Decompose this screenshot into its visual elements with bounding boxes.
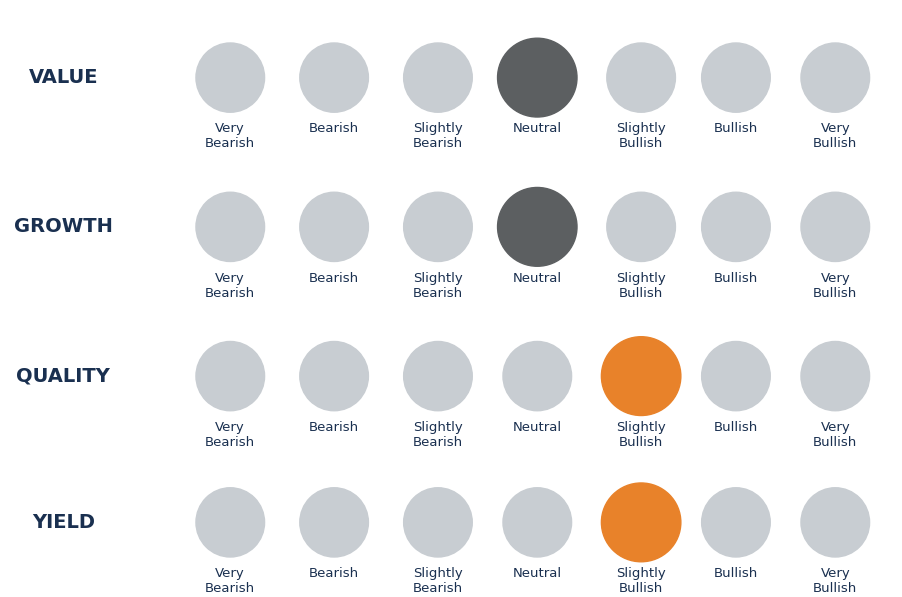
Text: Neutral: Neutral <box>512 122 561 136</box>
Ellipse shape <box>800 43 869 112</box>
Text: Bearish: Bearish <box>308 421 359 434</box>
Text: QUALITY: QUALITY <box>16 367 110 386</box>
Ellipse shape <box>403 488 472 557</box>
Text: YIELD: YIELD <box>32 513 95 532</box>
Ellipse shape <box>606 192 675 261</box>
Text: Bearish: Bearish <box>308 272 359 285</box>
Text: Bullish: Bullish <box>713 421 758 434</box>
Ellipse shape <box>299 488 368 557</box>
Text: Slightly
Bearish: Slightly Bearish <box>412 567 463 595</box>
Ellipse shape <box>196 192 264 261</box>
Text: Very
Bullish: Very Bullish <box>812 567 857 595</box>
Ellipse shape <box>601 337 680 416</box>
Text: Slightly
Bearish: Slightly Bearish <box>412 122 463 150</box>
Ellipse shape <box>403 192 472 261</box>
Ellipse shape <box>601 483 680 562</box>
Text: Bullish: Bullish <box>713 567 758 580</box>
Ellipse shape <box>403 43 472 112</box>
Ellipse shape <box>299 43 368 112</box>
Ellipse shape <box>497 187 576 266</box>
Text: Bullish: Bullish <box>713 122 758 136</box>
Text: Very
Bearish: Very Bearish <box>205 421 255 449</box>
Text: Slightly
Bullish: Slightly Bullish <box>615 421 666 449</box>
Ellipse shape <box>502 488 571 557</box>
Text: Slightly
Bullish: Slightly Bullish <box>615 567 666 595</box>
Text: Bearish: Bearish <box>308 567 359 580</box>
Ellipse shape <box>701 43 769 112</box>
Ellipse shape <box>497 38 576 117</box>
Text: GROWTH: GROWTH <box>14 217 113 236</box>
Ellipse shape <box>196 488 264 557</box>
Ellipse shape <box>701 341 769 411</box>
Text: Neutral: Neutral <box>512 567 561 580</box>
Text: Slightly
Bullish: Slightly Bullish <box>615 122 666 150</box>
Text: Neutral: Neutral <box>512 421 561 434</box>
Text: Slightly
Bearish: Slightly Bearish <box>412 272 463 300</box>
Text: Very
Bearish: Very Bearish <box>205 122 255 150</box>
Ellipse shape <box>403 341 472 411</box>
Ellipse shape <box>800 341 869 411</box>
Ellipse shape <box>502 341 571 411</box>
Ellipse shape <box>701 192 769 261</box>
Ellipse shape <box>196 341 264 411</box>
Text: Neutral: Neutral <box>512 272 561 285</box>
Ellipse shape <box>800 488 869 557</box>
Text: Very
Bullish: Very Bullish <box>812 122 857 150</box>
Ellipse shape <box>606 43 675 112</box>
Text: Slightly
Bearish: Slightly Bearish <box>412 421 463 449</box>
Text: Bearish: Bearish <box>308 122 359 136</box>
Text: VALUE: VALUE <box>29 68 97 87</box>
Text: Very
Bullish: Very Bullish <box>812 272 857 300</box>
Text: Very
Bearish: Very Bearish <box>205 272 255 300</box>
Ellipse shape <box>701 488 769 557</box>
Ellipse shape <box>196 43 264 112</box>
Text: Very
Bearish: Very Bearish <box>205 567 255 595</box>
Ellipse shape <box>299 341 368 411</box>
Ellipse shape <box>299 192 368 261</box>
Ellipse shape <box>800 192 869 261</box>
Text: Slightly
Bullish: Slightly Bullish <box>615 272 666 300</box>
Text: Very
Bullish: Very Bullish <box>812 421 857 449</box>
Text: Bullish: Bullish <box>713 272 758 285</box>
